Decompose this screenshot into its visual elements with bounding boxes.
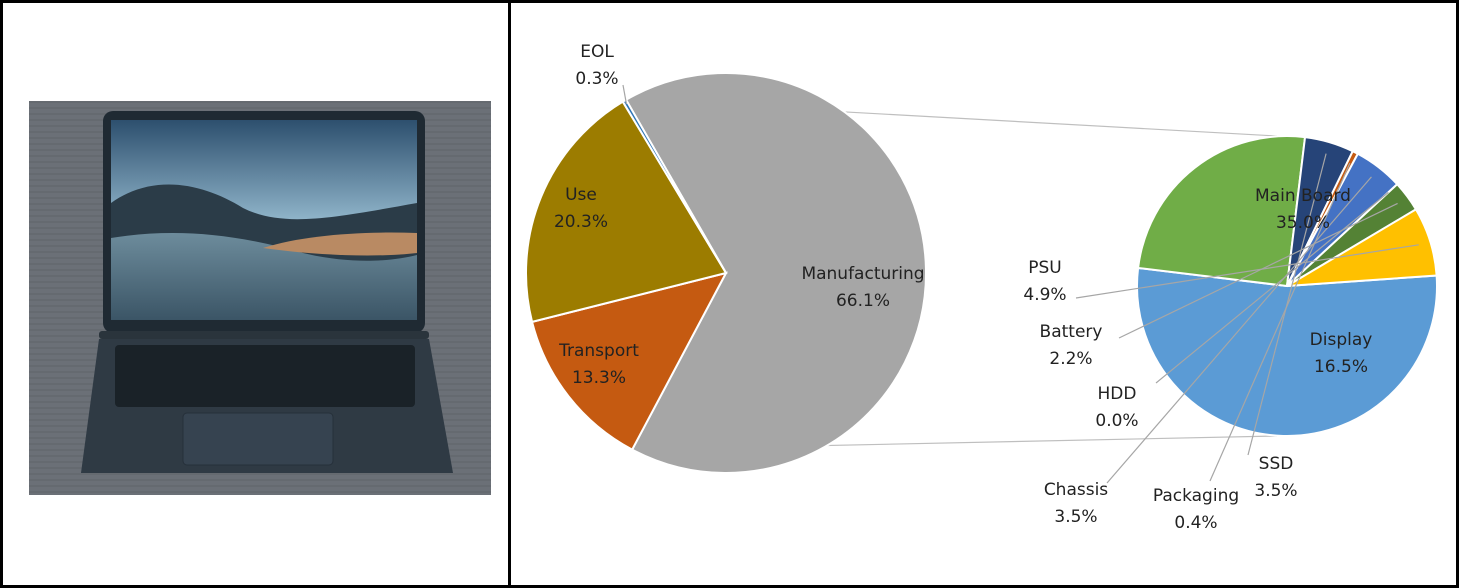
- label-eol-name: EOL: [580, 42, 614, 62]
- label-battery-value: 2.2%: [1049, 349, 1092, 369]
- label-battery-name: Battery: [1040, 322, 1103, 342]
- leader-line-psu: [1075, 244, 1419, 299]
- leader-line-chassis: [1106, 176, 1372, 484]
- label-hdd-name: HDD: [1098, 384, 1137, 404]
- leader-lines: [622, 84, 1419, 484]
- pie-slice-main-board: [1136, 266, 1438, 437]
- pie-slice-display: [1136, 135, 1307, 288]
- label-ssd-value: 3.5%: [1254, 481, 1297, 501]
- label-hdd-value: 0.0%: [1095, 411, 1138, 431]
- label-packaging-value: 0.4%: [1174, 513, 1217, 533]
- label-transport-value: 13.3%: [572, 368, 626, 388]
- label-manufacturing-name: Manufacturing: [801, 264, 924, 284]
- label-display-value: 16.5%: [1314, 357, 1368, 377]
- pie-slice-psu: [1286, 207, 1438, 287]
- leader-line-battery: [1118, 202, 1398, 339]
- label-chassis-value: 3.5%: [1054, 507, 1097, 527]
- label-use-name: Use: [565, 185, 597, 205]
- label-psu-name: PSU: [1028, 258, 1062, 278]
- label-manufacturing-value: 66.1%: [836, 291, 890, 311]
- leader-line-ssd: [1247, 153, 1327, 456]
- label-display-name: Display: [1310, 330, 1373, 350]
- label-use-value: 20.3%: [554, 212, 608, 232]
- label-main-board-value: 35.0%: [1276, 213, 1330, 233]
- labels: Manufacturing 66.1% Transport 13.3% Use 20.3%…: [554, 42, 1372, 533]
- pie-left: [525, 72, 927, 474]
- label-eol-value: 0.3%: [575, 69, 618, 89]
- leader-line-packaging: [1209, 162, 1351, 482]
- right-panel: Manufacturing 66.1% Transport 13.3% Use 20.3%…: [508, 0, 1459, 588]
- pie-slice-use: [525, 100, 728, 324]
- label-transport-name: Transport: [558, 341, 639, 361]
- label-main-board-name: Main Board: [1255, 186, 1351, 206]
- label-chassis-name: Chassis: [1044, 480, 1108, 500]
- pie-right: [1136, 135, 1438, 437]
- laptop-photo-icon: [29, 101, 491, 495]
- leader-line-hdd: [1155, 191, 1389, 384]
- label-ssd-name: SSD: [1259, 454, 1294, 474]
- pie-slice-transport: [530, 271, 728, 451]
- pie-slice-manufacturing: [624, 72, 927, 474]
- leader-line-eol: [622, 84, 628, 105]
- pie-charts: Manufacturing 66.1% Transport 13.3% Use 20.3%…: [525, 42, 1438, 533]
- left-panel: [0, 0, 511, 588]
- label-packaging-name: Packaging: [1153, 486, 1239, 506]
- label-psu-value: 4.9%: [1023, 285, 1066, 305]
